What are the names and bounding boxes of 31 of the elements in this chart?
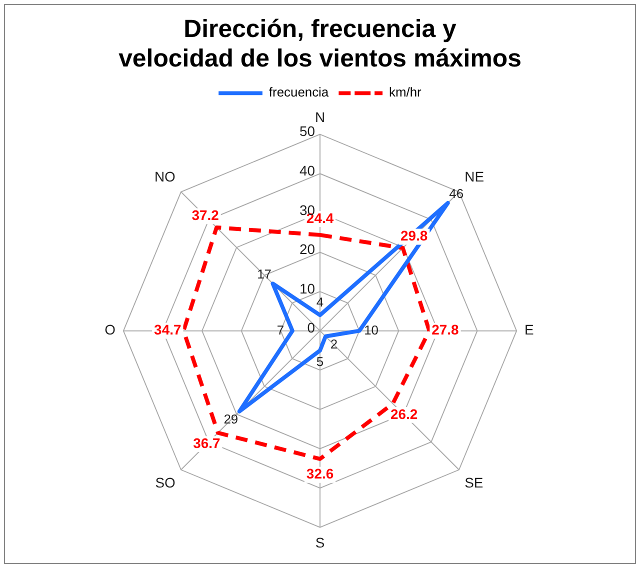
spoke-label: NO	[154, 168, 176, 185]
legend-label: frecuencia	[268, 84, 330, 100]
spoke-label: O	[104, 322, 116, 338]
spoke-label: SO	[155, 474, 176, 491]
data-label: 2	[330, 336, 338, 352]
data-label: 29	[224, 411, 238, 426]
data-label: 29.8	[400, 228, 428, 244]
data-label: 17	[257, 266, 272, 282]
data-label: 32.6	[306, 466, 334, 482]
y-tick-label: 10	[299, 280, 316, 296]
data-label: 37.2	[192, 207, 220, 224]
y-tick-label: 0	[307, 320, 316, 336]
spoke-label: S	[315, 534, 325, 551]
chart-title: Dirección, frecuencia y velocidad de los vientos máximos	[118, 14, 522, 73]
data-label: 34.7	[154, 322, 182, 338]
data-label: 7	[276, 322, 284, 338]
data-label: 26.2	[390, 406, 418, 422]
data-label: 36.7	[193, 434, 221, 451]
legend-label: km/hr	[389, 84, 422, 100]
y-tick-label: 50	[299, 123, 316, 140]
spoke-label: NE	[464, 168, 484, 185]
data-label: 5	[316, 354, 324, 370]
spoke-label: SE	[464, 474, 484, 491]
data-label: 46	[449, 186, 464, 202]
spoke-label: E	[524, 322, 534, 338]
data-label: 4	[316, 294, 324, 310]
y-tick-label: 40	[299, 162, 316, 178]
data-label: 10	[364, 322, 378, 338]
y-tick-label: 20	[299, 241, 316, 258]
data-label: 27.8	[432, 322, 460, 338]
spoke-label: N	[314, 108, 326, 125]
